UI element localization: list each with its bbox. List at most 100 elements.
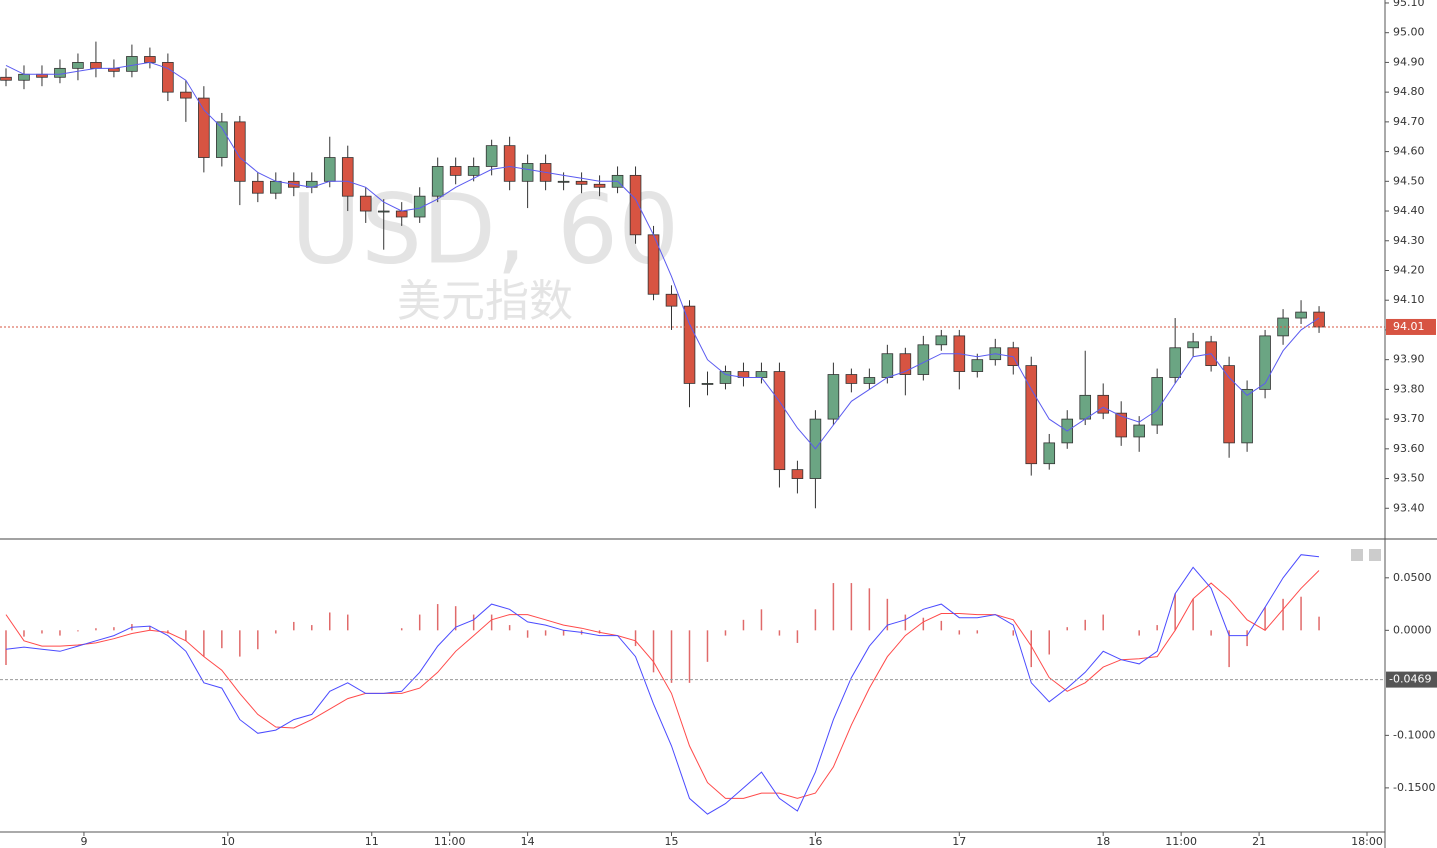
price-label: 94.01 [1393,320,1425,333]
y-tick-label: 95.10 [1393,0,1425,9]
watermark-title: USD, 60 [291,173,679,285]
y-tick-label: 93.90 [1393,353,1425,366]
candle-body [54,67,66,78]
candle-body [18,73,30,81]
y-tick-label: 0.0500 [1393,571,1432,584]
x-tick-label: 18:00 [1351,835,1383,848]
candle-body [575,180,588,185]
candle-body [252,180,264,194]
candle-body [198,97,210,158]
y-tick-label: 94.90 [1393,55,1425,68]
y-tick-label: 93.80 [1393,382,1425,395]
pane-button[interactable] [1351,549,1363,561]
y-tick-label: 94.20 [1393,263,1425,276]
candle-body [701,383,714,385]
x-tick-label: 11:00 [1165,835,1197,848]
x-tick-label: 14 [521,835,535,848]
x-tick-label: 17 [952,835,966,848]
candle-body [1169,347,1181,378]
x-tick-label: 11:00 [434,835,466,848]
ma-line [5,61,1320,450]
y-tick-label: 94.10 [1393,293,1425,306]
x-tick-label: 16 [808,835,822,848]
candle-body [485,145,498,167]
candle-body [467,166,480,176]
candle-body [863,377,876,384]
candle-body [162,62,174,93]
y-tick-label: 94.60 [1393,145,1425,158]
candle-body [629,174,642,236]
value-label-box [1386,671,1437,688]
candle-body [971,359,984,372]
candle-body [1079,394,1092,420]
marks-layer [0,41,1385,815]
y-tick-label: 94.80 [1393,85,1425,98]
candle-body [773,371,786,471]
candle-body [719,371,732,384]
x-tick-label: 15 [665,835,679,848]
candle-body [503,145,516,182]
candle-body [359,195,372,212]
x-tick-label: 9 [80,835,87,848]
candle-body [1115,412,1127,438]
pane-button[interactable] [1369,549,1381,561]
macd-line [5,554,1320,815]
y-tick-label: 93.70 [1393,412,1425,425]
candle-body [1151,377,1163,426]
candle-body [665,293,678,307]
candle-body [126,56,138,72]
candle-body [1187,341,1199,349]
candle-body [1313,311,1325,328]
y-tick-label: 93.60 [1393,442,1425,455]
y-tick-label: 94.50 [1393,174,1425,187]
y-tick-label: 93.50 [1393,472,1425,485]
candle-body [1097,394,1109,414]
y-tick-label: -0.1500 [1393,781,1435,794]
candle-body [1223,365,1235,444]
candle-body [413,195,426,218]
candle-body [216,121,228,158]
candle-body [180,91,192,99]
y-tick-label: 94.40 [1393,204,1425,217]
candle-body [449,166,462,176]
candle-body [1043,442,1056,465]
candle-body [1241,388,1253,444]
x-tick-label: 21 [1252,835,1266,848]
y-tick-label: 94.70 [1393,115,1425,128]
candle-body [935,335,948,346]
y-tick-label: 95.00 [1393,26,1425,39]
candle-body [1133,424,1145,438]
candle-body [1025,365,1038,465]
candle-body [899,353,912,375]
candle-body [557,180,570,183]
candle-body [377,210,390,213]
candle-body [323,157,336,182]
candle-body [827,374,840,420]
candle-body [72,62,84,69]
candle-body [270,180,282,194]
candle-body [395,210,408,218]
candle-body [1277,317,1289,337]
x-tick-label: 18 [1096,835,1110,848]
candle-body [917,344,930,375]
candle-body [1259,335,1271,390]
watermark-subtitle: 美元指数 [397,276,573,327]
candle-body [431,166,444,197]
candle-body [1295,311,1307,319]
candle-body [90,62,102,69]
labels-layer: 9 10 11 11:00 14 15 16 17 18 11:00 21 18:00 95.10 95.… [80,0,1437,848]
candle-body [755,371,768,378]
candle-body [791,469,804,479]
candle-body [845,374,858,384]
y-tick-label: 0.0000 [1393,623,1432,636]
y-tick-label: -0.1000 [1393,728,1435,741]
candle-body [0,76,12,81]
value-label: -0.0469 [1389,673,1431,686]
y-tick-label: 94.30 [1393,234,1425,247]
candle-body [234,121,246,182]
x-tick-label: 11 [365,835,379,848]
candle-body [593,183,606,188]
price-label-box [1386,318,1436,335]
